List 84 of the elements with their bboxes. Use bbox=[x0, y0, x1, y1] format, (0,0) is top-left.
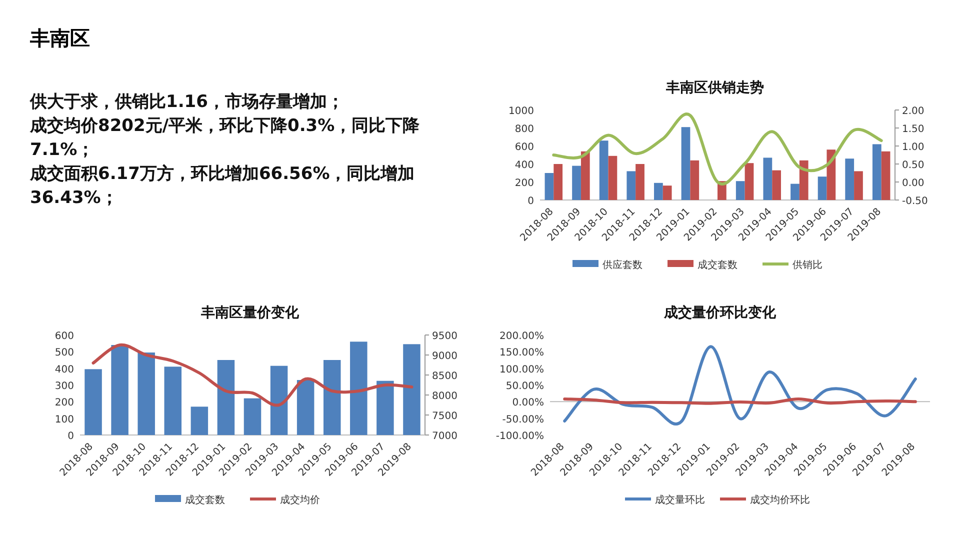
y-tick-label: 400 bbox=[514, 160, 534, 171]
y2-tick-label: 0.00 bbox=[902, 178, 924, 189]
bar bbox=[580, 151, 590, 200]
bar bbox=[111, 345, 128, 435]
y-tick-label: -50.00% bbox=[502, 414, 544, 426]
y2-tick-label: 7000 bbox=[432, 431, 458, 442]
text: 成交均价8202元/平米，环比下降0.3%，同比下降7.1%； bbox=[30, 115, 421, 162]
y-tick-label: 800 bbox=[514, 124, 534, 135]
y2-tick-label: 8500 bbox=[432, 371, 458, 382]
y-tick-label: 0.00% bbox=[512, 398, 544, 409]
bar bbox=[554, 164, 563, 200]
y-tick-label: 400 bbox=[54, 364, 74, 376]
y2-tick-label: 9500 bbox=[432, 331, 458, 342]
y-tick-label: -100.00% bbox=[496, 431, 544, 442]
bar bbox=[772, 170, 781, 200]
bar bbox=[350, 342, 368, 435]
y-tick-label: 600 bbox=[54, 331, 74, 342]
text: 丰南区 bbox=[30, 25, 91, 52]
bar bbox=[681, 127, 690, 200]
y-tick-label: 200.00% bbox=[500, 331, 544, 342]
bar bbox=[164, 366, 182, 435]
bar bbox=[138, 352, 155, 435]
bar bbox=[608, 156, 618, 200]
bar bbox=[376, 380, 394, 435]
bar bbox=[626, 171, 636, 200]
chart-title: 丰南区量价变化 bbox=[200, 304, 300, 321]
bar bbox=[654, 182, 663, 200]
legend-label: 成交均价环比 bbox=[750, 494, 810, 506]
y-tick-label: 0 bbox=[528, 196, 534, 207]
y-tick-label: 150.00% bbox=[500, 348, 544, 359]
bar bbox=[84, 369, 102, 435]
y-tick-label: 600 bbox=[514, 142, 534, 153]
chart-title: 丰南区供销走势 bbox=[665, 80, 764, 96]
y-tick-label: 1000 bbox=[508, 106, 534, 117]
legend-label: 供销比 bbox=[792, 259, 822, 271]
bar bbox=[690, 160, 700, 200]
bar bbox=[572, 166, 581, 200]
legend-label: 成交套数 bbox=[698, 259, 738, 271]
y-tick-label: 100.00% bbox=[500, 364, 544, 376]
y2-tick-label: 2.00 bbox=[902, 106, 924, 117]
y-tick-label: 100 bbox=[54, 414, 74, 426]
bar bbox=[270, 366, 288, 435]
y2-tick-label: 1.00 bbox=[902, 142, 924, 153]
bar bbox=[826, 150, 836, 200]
chart-title: 成交量价环比变化 bbox=[663, 304, 777, 321]
y-tick-label: 500 bbox=[54, 348, 74, 359]
y2-tick-label: 8000 bbox=[432, 391, 458, 402]
bar bbox=[881, 151, 890, 200]
bar bbox=[872, 144, 882, 200]
bar bbox=[323, 360, 341, 435]
bar bbox=[799, 160, 808, 200]
legend-label: 成交套数 bbox=[185, 494, 225, 506]
bar bbox=[403, 344, 420, 435]
bar bbox=[636, 164, 644, 200]
bar bbox=[217, 360, 235, 435]
bar bbox=[244, 398, 262, 435]
bar bbox=[845, 158, 854, 200]
bar bbox=[544, 173, 554, 200]
y2-tick-label: 1.50 bbox=[902, 124, 924, 135]
y-tick-label: 200 bbox=[54, 398, 74, 409]
bar bbox=[854, 171, 863, 200]
line-series bbox=[92, 343, 414, 407]
y-tick-label: 50.00% bbox=[506, 381, 544, 392]
bar bbox=[818, 176, 827, 200]
y2-tick-label: -0.50 bbox=[902, 196, 928, 207]
y2-tick-label: 9000 bbox=[432, 351, 458, 362]
bar bbox=[790, 184, 800, 200]
text: 成交面积6.17万方，环比增加66.56%，同比增加36.43%； bbox=[30, 163, 416, 210]
y-tick-label: 0 bbox=[68, 431, 74, 442]
y2-tick-label: 7500 bbox=[432, 411, 458, 422]
bar bbox=[296, 380, 314, 435]
legend-label: 供应套数 bbox=[602, 259, 642, 271]
y-tick-label: 200 bbox=[514, 178, 534, 189]
bar bbox=[744, 163, 754, 200]
legend-label: 成交均价 bbox=[280, 494, 320, 506]
legend-label: 成交量环比 bbox=[655, 494, 705, 506]
bar bbox=[763, 158, 772, 200]
bar bbox=[662, 186, 672, 200]
text: 供大于求，供销比1.16，市场存量增加； bbox=[30, 91, 345, 114]
bar bbox=[190, 406, 208, 435]
y-tick-label: 300 bbox=[54, 381, 74, 392]
bar bbox=[599, 140, 608, 200]
bar bbox=[736, 181, 745, 200]
y2-tick-label: 0.50 bbox=[902, 160, 924, 171]
